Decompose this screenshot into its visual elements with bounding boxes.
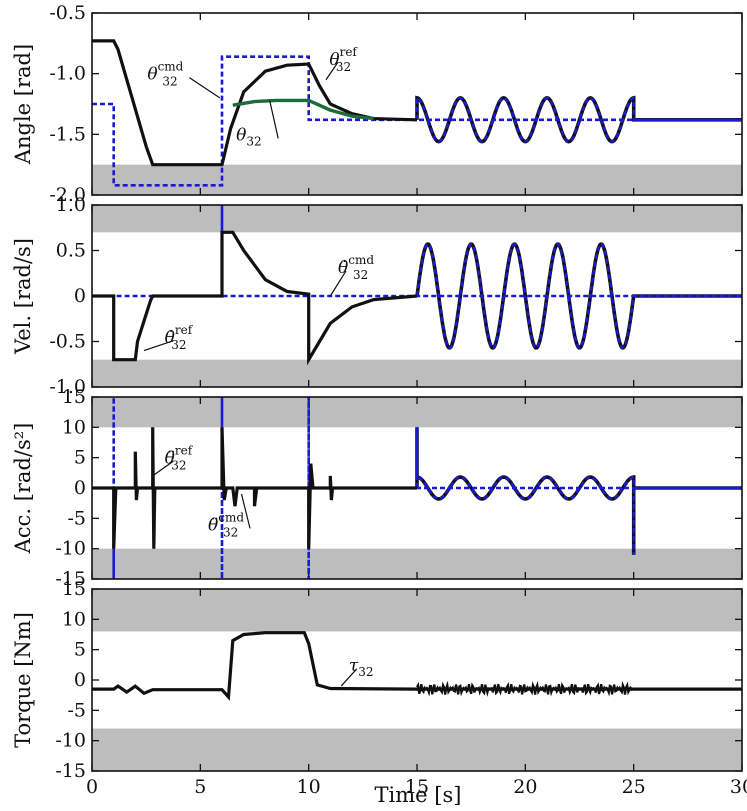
series-line-cmd (92, 55, 742, 187)
y-tick-label: 15 (62, 578, 86, 600)
x-tick-label: 15 (405, 776, 429, 798)
plot-frame (91, 204, 743, 388)
y-tick-label: -0.5 (49, 331, 86, 353)
panels: -0.5 -1.0 -1.5 -2.0 Angle [rad] θcmd 32 θref 32 θ… (11, 2, 747, 798)
y-tick-label: -10 (55, 538, 86, 560)
plot-frame (91, 588, 743, 772)
plot-area (92, 631, 742, 701)
annotation-arrow (269, 100, 279, 139)
x-axis-label: Time [s] (375, 783, 462, 807)
annotation-label: θ̈ref 32 (165, 444, 194, 473)
series-line-sine-cmd (415, 427, 742, 555)
x-tick-label: 10 (297, 776, 321, 798)
series-line-ref (92, 39, 418, 167)
annotation-label: θ32 (236, 125, 262, 148)
shaded-band (92, 589, 742, 632)
y-tick-label: -0.5 (49, 2, 86, 24)
x-tick-label: 0 (86, 776, 98, 798)
annotation-arrow (143, 340, 173, 352)
y-tick-label: -2.0 (49, 184, 86, 206)
annotation-label: τ32 (349, 656, 374, 679)
y-axis-label: Angle [rad] (11, 44, 35, 165)
series-line-tau (92, 631, 742, 701)
plot-area (92, 397, 742, 579)
y-tick-label: 10 (62, 416, 86, 438)
y-tick-label: -10 (55, 730, 86, 752)
y-tick-label: 0 (74, 285, 86, 307)
series-line-sine-cmd (415, 243, 742, 349)
plot-area (92, 39, 742, 187)
plot-frame (91, 396, 743, 580)
y-axis-label: Torque [Nm] (11, 612, 35, 748)
y-tick-label: 5 (74, 447, 86, 469)
y-tick-label: 0 (74, 477, 86, 499)
annotation-arrow (340, 668, 358, 687)
panel-2: 1.0 0.5 0 -0.5 -1.0 Vel. [rad/s] θ̇cmd 32 θ̇ref 3… (11, 194, 743, 398)
y-tick-label: -1.0 (49, 63, 86, 85)
x-tick-label: 20 (513, 776, 537, 798)
annotation-arrow (325, 62, 338, 81)
series-line-ref (92, 230, 418, 366)
y-tick-label: 15 (62, 386, 86, 408)
panel-3: 15 10 5 0 -5 -10 -15 Acc. [rad/s²] θ̈ref 32 θ̈cmd 3… (11, 386, 743, 590)
y-tick-label: -15 (55, 760, 86, 782)
y-tick-label: -5 (67, 507, 86, 529)
annotation-arrow (329, 270, 347, 297)
y-axis-label: Vel. [rad/s] (11, 238, 35, 355)
series-line-meas (232, 98, 374, 121)
x-tick-label: 5 (194, 776, 206, 798)
y-tick-label: 0 (74, 669, 86, 691)
series-line-sine-cmd (415, 96, 742, 143)
series-line-sine-ref (415, 427, 742, 555)
annotation-label: θ̈cmd 32 (208, 510, 244, 539)
y-tick-label: -1.5 (49, 123, 86, 145)
annotation-label: θ̇ref 32 (165, 323, 194, 352)
annotation-arrow (240, 493, 251, 529)
x-tick-label: 30 (730, 776, 747, 798)
y-axis-label: Acc. [rad/s²] (11, 423, 35, 555)
x-tick-label: 25 (622, 776, 646, 798)
annotation-label: θcmd 32 (147, 60, 183, 89)
annotation-arrow (189, 77, 221, 99)
series-line-ref (92, 427, 417, 549)
y-tick-label: -15 (55, 568, 86, 590)
y-tick-label: 5 (74, 639, 86, 661)
y-tick-label: -1.0 (49, 376, 86, 398)
annotation-label: θref 32 (329, 45, 358, 74)
plot-area (92, 205, 742, 366)
annotation-arrow (152, 461, 174, 477)
plot-frame (91, 12, 743, 196)
y-tick-label: 0.5 (56, 240, 86, 262)
y-tick-label: 1.0 (56, 194, 86, 216)
shaded-band (92, 728, 742, 771)
y-tick-label: 10 (62, 608, 86, 630)
panel-1: -0.5 -1.0 -1.5 -2.0 Angle [rad] θcmd 32 θref 32 θ… (11, 2, 743, 206)
y-tick-label: -5 (67, 699, 86, 721)
annotation-label: θ̇cmd 32 (338, 253, 374, 282)
